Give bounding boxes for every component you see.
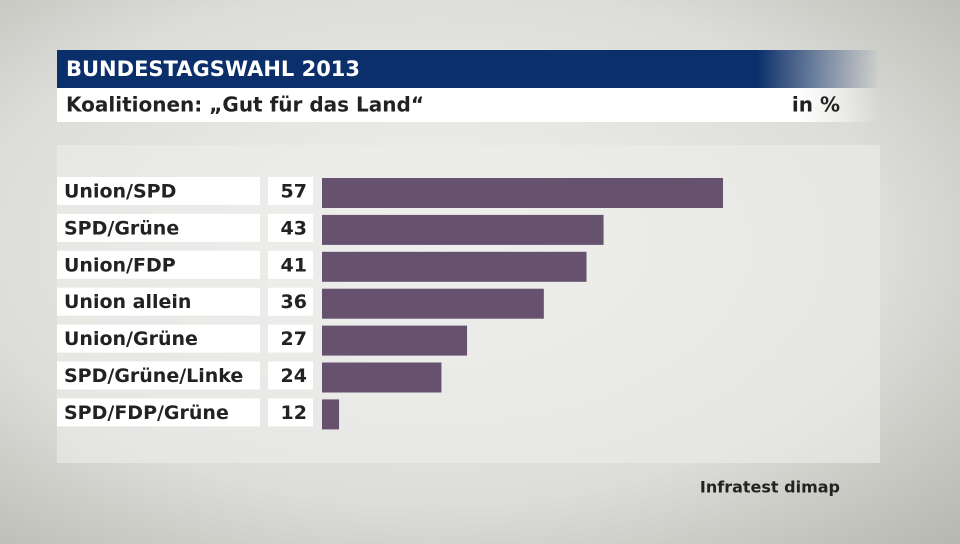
value-label: 36 bbox=[281, 291, 307, 313]
value-label: 43 bbox=[281, 217, 307, 239]
label-box bbox=[57, 398, 260, 427]
label-box bbox=[57, 250, 260, 279]
bar bbox=[322, 325, 468, 356]
title-bar bbox=[57, 50, 880, 88]
value-box bbox=[268, 287, 313, 316]
subtitle-bar bbox=[57, 88, 880, 122]
value-box bbox=[268, 213, 313, 242]
value-label: 57 bbox=[281, 181, 307, 203]
label-box bbox=[57, 361, 260, 390]
value-box bbox=[268, 250, 313, 279]
label-box bbox=[57, 324, 260, 353]
value-label: 24 bbox=[281, 365, 307, 387]
category-label: Union/SPD bbox=[64, 181, 176, 203]
chart-subtitle: Koalitionen: „Gut für das Land“ bbox=[66, 93, 424, 117]
category-label: SPD/FDP/Grüne bbox=[64, 402, 229, 424]
value-label: 41 bbox=[281, 254, 307, 276]
label-box bbox=[57, 177, 260, 205]
category-label: Union/Grüne bbox=[64, 328, 198, 350]
value-box bbox=[268, 398, 313, 427]
source: Infratest dimap bbox=[700, 478, 840, 497]
rows: Union/SPD 57 SPD/Grüne 43 Union/FDP 41 Union a… bbox=[57, 177, 723, 430]
label-box bbox=[57, 213, 260, 242]
category-label: Union/FDP bbox=[64, 254, 176, 276]
unit: in % bbox=[792, 93, 840, 117]
bar bbox=[322, 214, 604, 245]
value-box bbox=[268, 177, 313, 205]
value-box bbox=[268, 361, 313, 390]
value-label: 27 bbox=[281, 328, 307, 350]
bar bbox=[322, 288, 544, 319]
value-label: 12 bbox=[281, 402, 307, 424]
category-label: SPD/Grüne/Linke bbox=[64, 365, 243, 387]
category-label: Union allein bbox=[64, 291, 191, 313]
chart-title: BUNDESTAGSWAHL 2013 bbox=[66, 57, 360, 81]
category-label: SPD/Grüne bbox=[64, 217, 179, 239]
bar bbox=[322, 362, 442, 393]
bar bbox=[322, 399, 340, 430]
value-box bbox=[268, 324, 313, 353]
label-box bbox=[57, 287, 260, 316]
bar bbox=[322, 178, 723, 208]
bar bbox=[322, 251, 587, 282]
